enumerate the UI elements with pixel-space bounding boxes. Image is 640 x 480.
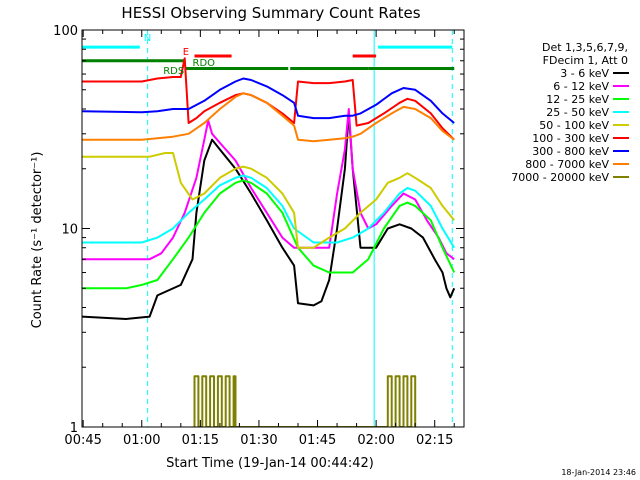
chart-title: HESSI Observing Summary Count Rates (121, 4, 420, 22)
series-line-300-800-kev (82, 77, 455, 124)
annotation-rds: RDS (163, 66, 184, 77)
legend-label-3-6-kev: 3 - 6 keV (560, 67, 609, 80)
x-tick-label: 01:30 (240, 433, 277, 448)
y-tick-label: 100 (53, 24, 78, 39)
y-tick-label: 10 (61, 223, 78, 238)
footer-date: 18-Jan-2014 23:46 (561, 468, 636, 477)
series-line-50-100-kev (82, 152, 455, 249)
series-line-3-6-kev (82, 112, 456, 320)
series-line-25-50-kev (82, 174, 456, 249)
series-line-100-300-kev (82, 57, 455, 141)
x-tick-label: 02:00 (357, 433, 394, 448)
legend-header-line: Det 1,3,5,6,7,9, (542, 41, 628, 54)
legend: Det 1,3,5,6,7,9,FDecim 1, Att 03 - 6 keV… (511, 41, 629, 184)
legend-label-100-300-kev: 100 - 300 keV (532, 132, 609, 145)
legend-label-12-25-kev: 12 - 25 keV (546, 93, 609, 106)
y-axis: 1 10 100 (53, 24, 464, 436)
legend-label-50-100-kev: 50 - 100 keV (539, 119, 609, 132)
annotation-rdo: RDO (193, 58, 216, 69)
annotation-n: N (144, 33, 151, 44)
legend-label-800-7000-kev: 800 - 7000 keV (525, 158, 609, 171)
series-line-800-7000-kev (82, 92, 455, 143)
annotation-e: E (183, 47, 189, 58)
legend-label-6-12-kev: 6 - 12 keV (553, 80, 609, 93)
x-axis: 00:45 01:00 01:15 01:30 01:45 02:00 02:15 (64, 30, 455, 448)
series-line-12-25-kev (82, 179, 456, 290)
series-line-7000-20000-kev (193, 375, 417, 427)
x-tick-label: 01:15 (182, 433, 219, 448)
legend-label-7000-20000-kev: 7000 - 20000 keV (511, 171, 609, 184)
legend-label-300-800-kev: 300 - 800 keV (532, 145, 609, 158)
legend-header-line: FDecim 1, Att 0 (543, 54, 628, 67)
x-tick-label: 01:00 (123, 433, 160, 448)
plot-area: N E RDS RDO (82, 30, 456, 427)
series-line-6-12-kev (82, 108, 455, 261)
x-tick-label: 00:45 (64, 433, 101, 448)
x-axis-label: Start Time (19-Jan-14 00:44:42) (166, 456, 374, 471)
y-tick-label: 1 (70, 421, 78, 436)
x-tick-label: 02:15 (416, 433, 453, 448)
legend-label-25-50-kev: 25 - 50 keV (546, 106, 609, 119)
y-axis-label: Count Rate (s⁻¹ detector⁻¹) (30, 152, 45, 329)
x-tick-label: 01:45 (299, 433, 336, 448)
